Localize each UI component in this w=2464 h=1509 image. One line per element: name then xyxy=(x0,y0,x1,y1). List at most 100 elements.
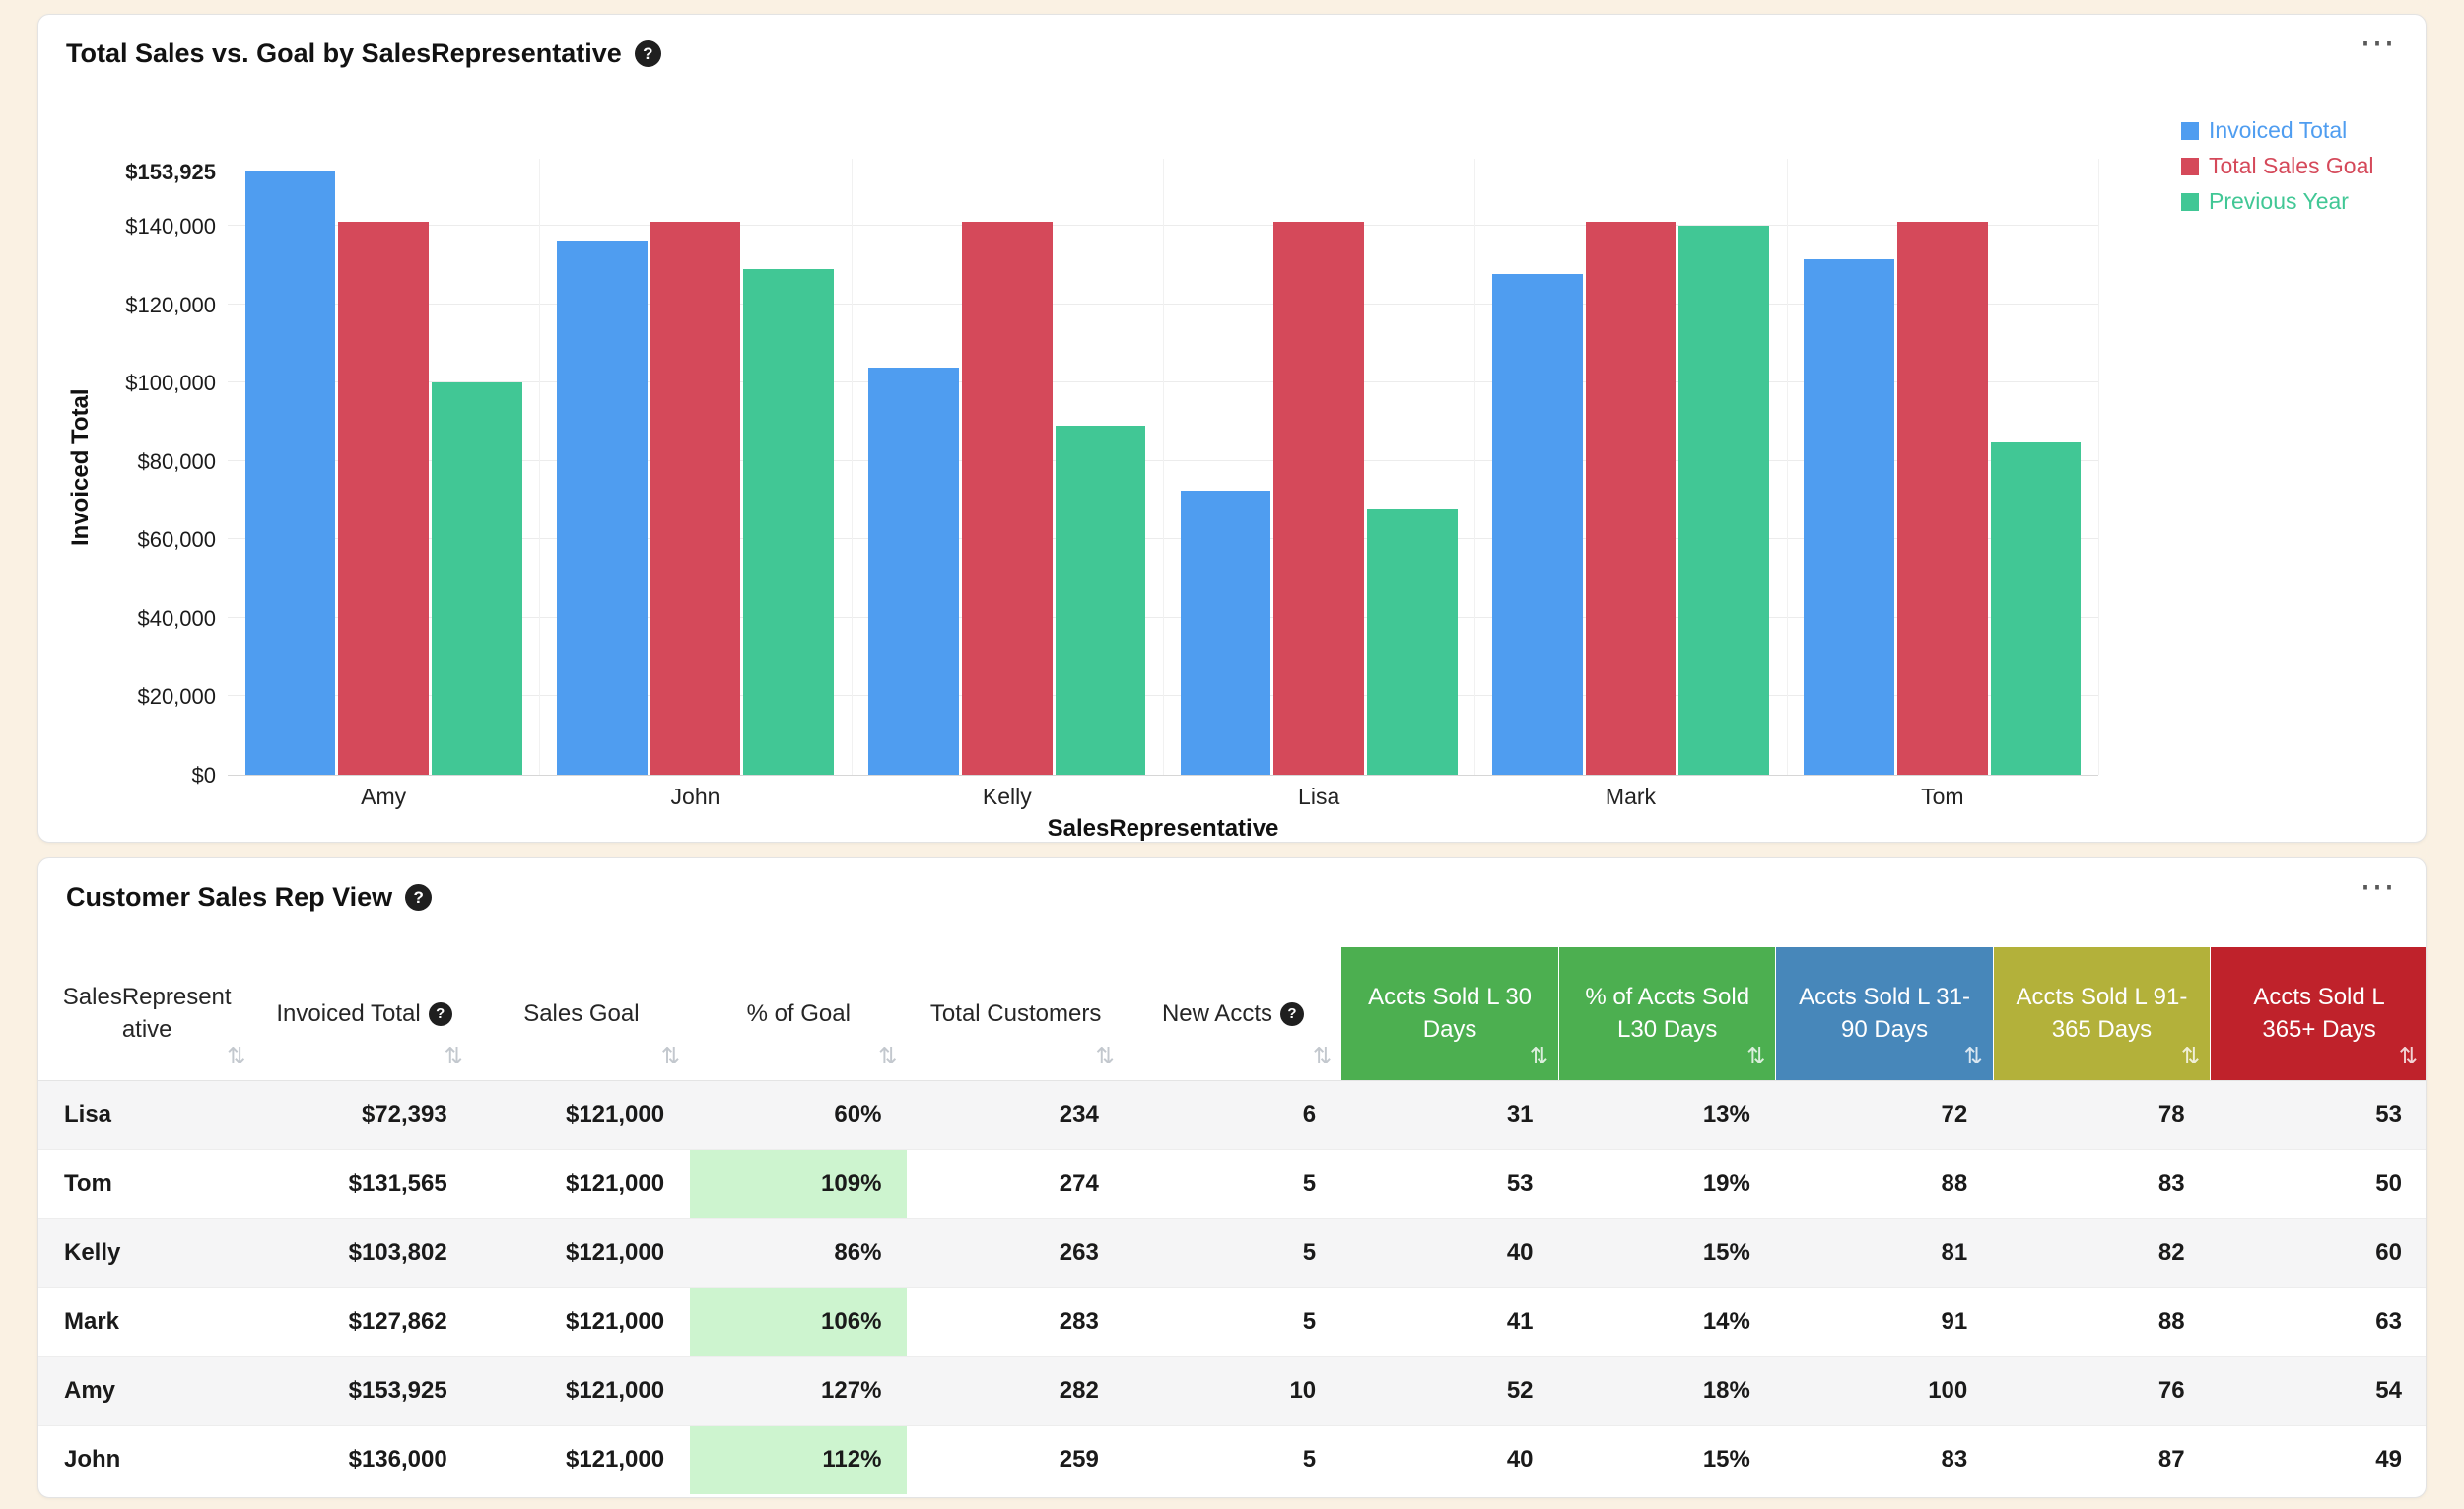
bar-previous-year-amy[interactable] xyxy=(432,382,522,775)
sort-icon[interactable]: ⇅ xyxy=(1746,1042,1766,1068)
sort-icon[interactable]: ⇅ xyxy=(1312,1042,1333,1068)
x-axis-labels: Amy John Kelly Lisa Mark Tom xyxy=(228,784,2098,810)
cell-of-goal: 127% xyxy=(690,1356,908,1425)
bar-previous-year-lisa[interactable] xyxy=(1367,509,1458,775)
help-icon[interactable]: ? xyxy=(405,884,433,911)
sales-rep-table: SalesRepresentative ⇅ Invoiced Total? ⇅ Sale… xyxy=(38,947,2426,1494)
cell-total-customers: 274 xyxy=(1059,1170,1099,1197)
column-header-invoiced-total[interactable]: Invoiced Total? ⇅ xyxy=(255,947,473,1081)
bar-previous-year-john[interactable] xyxy=(743,269,835,775)
help-icon[interactable]: ? xyxy=(428,1002,452,1027)
y-tick-label: $40,000 xyxy=(137,606,216,631)
column-header-accts-sold-l-365-days[interactable]: Accts Sold L 365+ Days ⇅ xyxy=(2210,947,2426,1081)
cell-new-accts: 5 xyxy=(1302,1308,1317,1335)
cell-accts-sold-l-365-days: 49 xyxy=(2375,1446,2402,1474)
column-header-of-accts-sold-l30-days[interactable]: % of Accts Sold L30 Days ⇅ xyxy=(1558,947,1776,1081)
chart-panel: Total Sales vs. Goal by SalesRepresentat… xyxy=(37,14,2427,843)
column-header-label: Accts Sold L 30 Days xyxy=(1368,984,1533,1044)
sort-icon[interactable]: ⇅ xyxy=(1095,1042,1115,1068)
legend-label: Previous Year xyxy=(2209,188,2349,214)
cell-accts-sold-l-91-365-days: 76 xyxy=(1993,1356,2211,1425)
column-header-total-customers[interactable]: Total Customers ⇅ xyxy=(907,947,1125,1081)
cell-accts-sold-l-365-days: 63 xyxy=(2375,1308,2402,1335)
bar-invoiced-total-amy[interactable] xyxy=(244,171,336,775)
table-row-amy: Amy $153,925 $121,000 127% 282 10 52 18% 100 76 54 xyxy=(38,1356,2426,1425)
bar-invoiced-total-mark[interactable] xyxy=(1491,274,1583,775)
bar-previous-year-tom[interactable] xyxy=(1990,442,2082,775)
bar-total-sales-goal-amy[interactable] xyxy=(338,222,430,775)
legend-swatch-icon xyxy=(2181,157,2199,175)
cell-accts-sold-l-31-90-days: 88 xyxy=(1941,1170,1968,1197)
bar-total-sales-goal-tom[interactable] xyxy=(1896,222,1988,775)
x-axis-title: SalesRepresentative xyxy=(1047,815,1279,842)
sort-icon[interactable]: ⇅ xyxy=(878,1042,898,1068)
cell-total-customers: 259 xyxy=(1059,1446,1099,1474)
bar-total-sales-goal-mark[interactable] xyxy=(1585,222,1677,775)
column-header-of-goal[interactable]: % of Goal ⇅ xyxy=(690,947,908,1081)
legend-item-total-sales-goal[interactable]: Total Sales Goal xyxy=(2181,153,2373,179)
x-category-label: Lisa xyxy=(1298,784,1340,809)
bar-total-sales-goal-john[interactable] xyxy=(650,222,741,775)
column-header-sales-goal[interactable]: Sales Goal ⇅ xyxy=(472,947,691,1081)
legend-label: Invoiced Total xyxy=(2209,117,2348,143)
cell-of-accts-sold-l30-days: 19% xyxy=(1702,1170,1750,1197)
cell-of-accts-sold-l30-days: 15% xyxy=(1702,1446,1750,1474)
sort-icon[interactable]: ⇅ xyxy=(660,1042,681,1068)
bar-total-sales-goal-kelly[interactable] xyxy=(961,222,1053,775)
legend-item-previous-year[interactable]: Previous Year xyxy=(2181,188,2373,215)
column-header-label: Sales Goal xyxy=(523,999,640,1027)
table-panel-title: Customer Sales Rep View xyxy=(66,882,393,912)
column-header-accts-sold-l-31-90-days[interactable]: Accts Sold L 31-90 Days ⇅ xyxy=(1775,947,1994,1081)
sort-icon[interactable]: ⇅ xyxy=(2398,1042,2418,1068)
legend-item-invoiced-total[interactable]: Invoiced Total xyxy=(2181,117,2373,144)
help-icon[interactable]: ? xyxy=(1279,1002,1304,1027)
bar-invoiced-total-tom[interactable] xyxy=(1804,259,1894,775)
cell-of-accts-sold-l30-days: 18% xyxy=(1558,1356,1776,1425)
gridline-vertical xyxy=(1786,159,1788,775)
cell-of-goal: 106% xyxy=(690,1287,908,1356)
column-header-accts-sold-l-91-365-days[interactable]: Accts Sold L 91-365 Days ⇅ xyxy=(1992,947,2211,1081)
cell-salesrepresentative: Tom xyxy=(64,1170,112,1197)
table-row-kelly: Kelly $103,802 $121,000 86% 263 5 40 15% 81 82 60 xyxy=(38,1218,2426,1287)
sort-icon[interactable]: ⇅ xyxy=(444,1042,463,1068)
cell-accts-sold-l-91-365-days: 87 xyxy=(2157,1446,2185,1474)
cell-invoiced-total: $127,862 xyxy=(348,1308,447,1335)
sort-icon[interactable]: ⇅ xyxy=(1529,1042,1549,1068)
column-header-new-accts[interactable]: New Accts? ⇅ xyxy=(1124,947,1342,1081)
bar-group-lisa xyxy=(1163,159,1474,775)
table-row-lisa: Lisa $72,393 $121,000 60% 234 6 31 13% 72 78 53 xyxy=(38,1080,2426,1149)
sort-icon[interactable]: ⇅ xyxy=(227,1042,246,1068)
y-axis-ticks: $0 $20,000 $40,000 $60,000 $80,000 $100,000 $1… xyxy=(78,159,216,788)
gridline-vertical xyxy=(539,159,541,775)
cell-accts-sold-l-31-90-days: 81 xyxy=(1775,1218,1994,1287)
column-header-accts-sold-l-30-days[interactable]: Accts Sold L 30 Days ⇅ xyxy=(1341,947,1559,1081)
y-tick-label: $120,000 xyxy=(125,293,216,317)
x-category-label: Mark xyxy=(1605,784,1657,809)
column-header-label: Total Customers xyxy=(929,999,1102,1027)
cell-accts-sold-l-30-days: 41 xyxy=(1506,1308,1534,1335)
gridline-vertical xyxy=(1474,159,1476,775)
table-header-row: SalesRepresentative ⇅ Invoiced Total? ⇅ Sale… xyxy=(38,947,2426,1081)
bar-previous-year-mark[interactable] xyxy=(1678,226,1770,775)
legend-swatch-icon xyxy=(2181,121,2199,140)
bar-total-sales-goal-lisa[interactable] xyxy=(1273,222,1365,775)
bar-invoiced-total-lisa[interactable] xyxy=(1180,491,1271,775)
panel-menu-icon[interactable]: ⋯ xyxy=(2360,865,2398,906)
cell-sales-goal: $121,000 xyxy=(472,1080,691,1149)
help-icon[interactable]: ? xyxy=(634,40,661,67)
bar-previous-year-kelly[interactable] xyxy=(1055,426,1146,775)
cell-accts-sold-l-30-days: 53 xyxy=(1506,1170,1534,1197)
x-category-label: Tom xyxy=(1921,784,1964,809)
bar-invoiced-total-john[interactable] xyxy=(556,241,648,775)
sort-icon[interactable]: ⇅ xyxy=(1963,1042,1983,1068)
column-header-label: Invoiced Total xyxy=(276,999,421,1027)
cell-invoiced-total: $72,393 xyxy=(255,1080,473,1149)
chart-legend: Invoiced Total Total Sales Goal Previous Y… xyxy=(2181,117,2373,224)
sort-icon[interactable]: ⇅ xyxy=(2180,1042,2201,1068)
table-panel-header: Customer Sales Rep View ? xyxy=(66,882,433,913)
column-header-label: Accts Sold L 31-90 Days xyxy=(1799,984,1970,1044)
panel-menu-icon[interactable]: ⋯ xyxy=(2360,22,2398,62)
column-header-salesrepresentative[interactable]: SalesRepresentative ⇅ xyxy=(38,947,256,1081)
bar-groups xyxy=(228,159,2098,775)
bar-invoiced-total-kelly[interactable] xyxy=(868,368,959,775)
